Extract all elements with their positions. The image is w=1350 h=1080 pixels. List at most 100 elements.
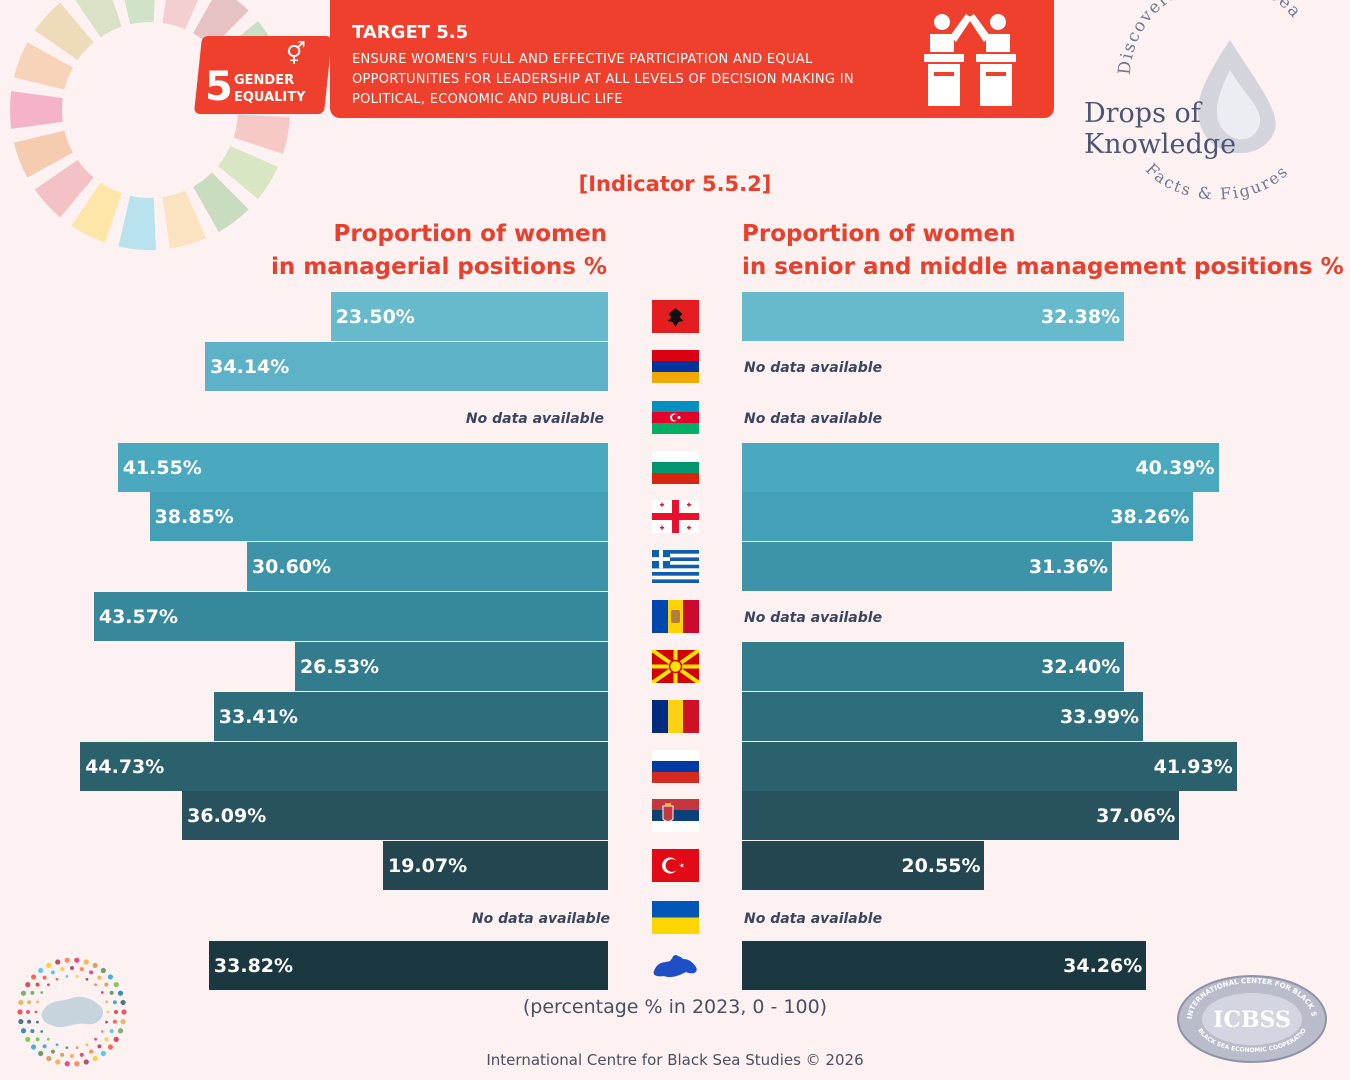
logo-dot — [20, 1028, 27, 1034]
logo-dot — [55, 977, 59, 981]
logo-dot — [105, 1020, 108, 1024]
right-no-data-label: No data available — [744, 911, 883, 927]
logo-dot — [104, 1037, 109, 1042]
right-bar-label: 32.38% — [1040, 305, 1121, 328]
logo-dot — [50, 1049, 55, 1054]
right-title-line2: in senior and middle management position… — [742, 254, 1344, 280]
svg-text:Discovering Black Sea: Discovering Black Sea — [1115, 0, 1306, 76]
azerbaijan-flag-icon — [652, 401, 699, 434]
logo-dot — [121, 1009, 127, 1015]
left-no-data-label: No data available — [465, 411, 604, 427]
sdg-wheel-segment — [9, 91, 63, 129]
logo-dot — [40, 991, 44, 994]
right-bar-label: 37.06% — [1096, 804, 1176, 827]
sdg-wheel-segment — [75, 0, 122, 38]
logo-dot — [112, 1019, 117, 1024]
left-bar-label: 19.07% — [387, 854, 468, 877]
logo-dot — [120, 1018, 126, 1025]
sdg-wheel-segment — [124, 0, 155, 25]
logo-dot — [117, 1028, 124, 1034]
logo-dot — [105, 1000, 108, 1004]
left-bar-label: 26.53% — [299, 655, 380, 678]
icbss-logo-text: ICBSS — [1213, 1007, 1291, 1033]
right-bar: 37.06% — [742, 791, 1180, 840]
logo-dot — [47, 1037, 50, 1041]
right-bar-label: 41.93% — [1153, 755, 1233, 778]
logo-dot — [42, 975, 47, 980]
north-macedonia-flag-icon — [652, 650, 699, 683]
left-bar: 44.73% — [80, 742, 608, 791]
left-bar-label: 44.73% — [85, 755, 165, 778]
logo-dot — [100, 1030, 104, 1033]
left-bar: 43.57% — [93, 592, 608, 641]
logo-dot — [100, 1050, 106, 1057]
logo-dot — [38, 1050, 44, 1057]
brand-arc-top: Discovering Black Sea — [1115, 0, 1304, 76]
sdg-wheel-segment — [13, 42, 73, 90]
logo-dot — [79, 1052, 84, 1057]
logo-dot — [60, 967, 65, 972]
sdg-number: 5 — [205, 64, 233, 110]
logo-dot — [104, 982, 109, 987]
brand-title: Drops of Knowledge — [1084, 98, 1237, 160]
logo-dot — [83, 959, 89, 965]
right-bar-label: 34.26% — [1063, 954, 1143, 977]
right-bar: 32.38% — [742, 292, 1125, 341]
logo-dot — [74, 957, 80, 963]
logo-dot — [25, 982, 31, 988]
logo-dot — [70, 1054, 74, 1058]
icbss-logo: INTERNATIONAL CENTER FOR BLACK SEA STUDI… — [1176, 974, 1327, 1063]
left-bar-label: 41.55% — [122, 456, 202, 479]
georgia-flag-icon — [652, 500, 699, 533]
black-sea-silhouette-icon — [41, 996, 104, 1028]
armenia-flag-icon — [652, 350, 699, 383]
right-no-data-label: No data available — [744, 610, 883, 626]
left-bar-label: 43.57% — [98, 605, 178, 628]
left-bar: 38.85% — [149, 492, 608, 541]
right-no-data-label: No data available — [744, 360, 883, 376]
logo-dot — [65, 1046, 69, 1050]
logo-dot — [60, 1052, 65, 1057]
left-bar-label: 33.41% — [218, 705, 298, 728]
right-bar: 38.26% — [742, 492, 1194, 541]
right-series-title: Proportion of women in senior and middle… — [742, 218, 1344, 284]
moldova-flag-icon — [652, 600, 699, 633]
logo-dot — [20, 990, 27, 996]
logo-dot — [27, 1000, 32, 1005]
logo-dot — [112, 1000, 117, 1005]
drops-of-knowledge-logo: Discovering Black Sea Facts & Figures — [1115, 0, 1306, 204]
right-bar-label: 31.36% — [1028, 555, 1109, 578]
left-bar-label: 38.85% — [154, 505, 234, 528]
left-title-line1: Proportion of women — [333, 221, 607, 247]
logo-dot — [74, 1061, 80, 1067]
logo-dot — [92, 1055, 98, 1062]
logo-dot — [106, 1010, 110, 1014]
gender-symbol-icon: ⚥ — [286, 42, 306, 67]
logo-dot — [50, 970, 55, 975]
logo-dot — [40, 1030, 44, 1033]
target-text: ENSURE WOMEN'S FULL AND EFFECTIVE PARTIC… — [352, 52, 854, 107]
ukraine-flag-icon — [652, 901, 699, 934]
chart-title: [Indicator 5.5.2] — [578, 172, 772, 196]
right-bar: 31.36% — [742, 542, 1113, 591]
logo-dot — [94, 983, 97, 987]
logo-dot — [65, 974, 69, 978]
left-bar: 34.14% — [205, 342, 608, 391]
sdg-wheel-segment — [193, 172, 249, 233]
logo-dot — [30, 990, 35, 995]
right-no-data-label: No data available — [744, 411, 883, 427]
left-bar: 36.09% — [182, 791, 608, 840]
logo-dot — [36, 1020, 39, 1024]
sdg-wheel-segment — [34, 160, 94, 218]
logo-dot — [107, 974, 114, 980]
logo-dot — [100, 991, 104, 994]
logo-dot — [35, 1037, 40, 1042]
sdg-wheel-segment — [118, 195, 156, 250]
chart-footnote: (percentage % in 2023, 0 - 100) — [522, 996, 828, 1018]
logo-dot — [18, 1018, 24, 1025]
leadership-podium-icon — [924, 14, 1016, 106]
right-bar: 32.40% — [742, 642, 1125, 691]
sdg-wheel-segment — [13, 130, 73, 178]
turkiye-flag-icon — [652, 849, 699, 882]
logo-dot — [97, 975, 102, 980]
